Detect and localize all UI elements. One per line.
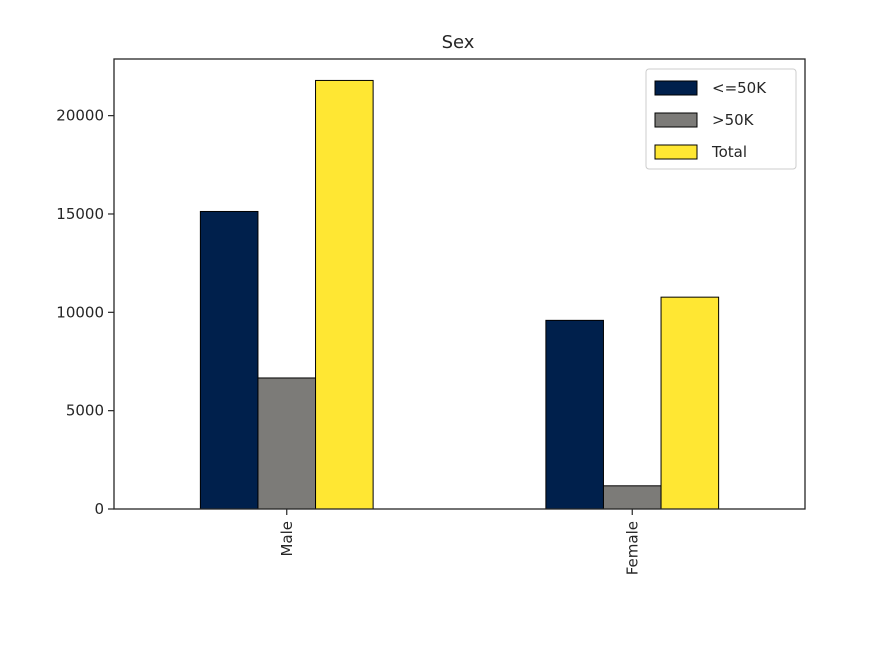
bar-male-gt50k xyxy=(257,377,317,510)
bar-male-total xyxy=(315,79,374,510)
y-tick-label: 20000 xyxy=(56,107,104,125)
bar-male-le50k xyxy=(199,210,259,510)
legend-label: Total xyxy=(711,143,747,161)
bar-female-gt50k xyxy=(602,485,662,510)
legend-label: >50K xyxy=(712,111,755,129)
legend-swatch xyxy=(654,80,698,96)
chart-title: Sex xyxy=(442,32,475,53)
y-tick-label: 5000 xyxy=(66,402,104,420)
bar-female-le50k xyxy=(545,319,604,510)
legend-label: <=50K xyxy=(712,79,767,97)
bar-female-total xyxy=(660,296,720,510)
x-axis: Male Female xyxy=(278,509,641,575)
y-tick-label: 15000 xyxy=(56,205,104,223)
y-axis: 0 5000 10000 15000 20000 xyxy=(56,107,114,518)
y-tick-label: 0 xyxy=(94,500,104,518)
y-tick-label: 10000 xyxy=(56,303,104,321)
legend-swatch xyxy=(654,144,698,160)
legend-swatch xyxy=(654,112,698,128)
legend: <=50K >50K Total xyxy=(645,68,797,170)
x-tick-label: Male xyxy=(278,521,296,557)
bars-group xyxy=(199,79,720,510)
plot-frame xyxy=(113,58,806,510)
x-tick-label: Female xyxy=(623,521,641,575)
